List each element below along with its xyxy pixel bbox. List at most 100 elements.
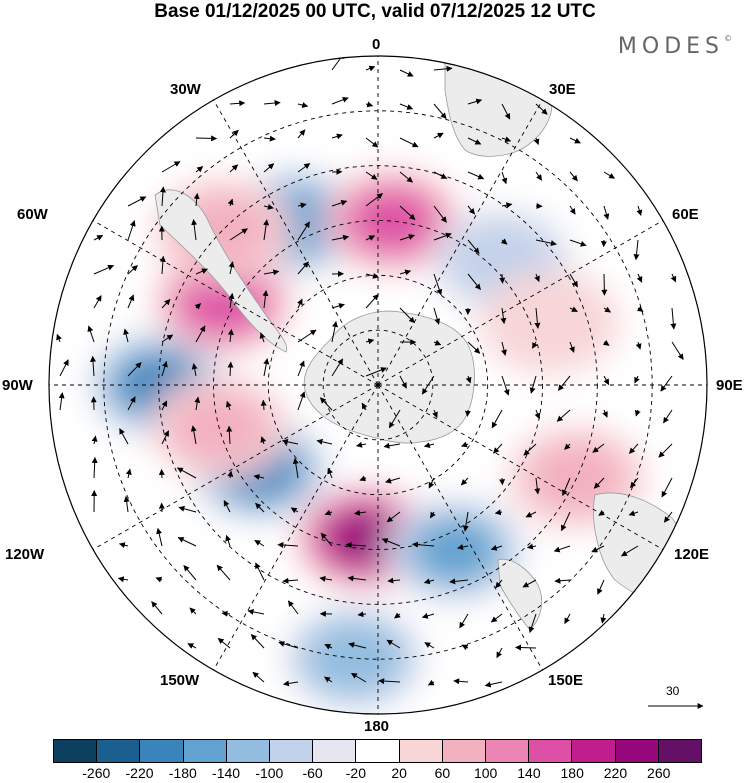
wind-arrow-icon — [603, 171, 616, 179]
wind-arrow-icon — [467, 137, 482, 145]
wind-arrow-icon — [433, 339, 442, 346]
wind-arrow-icon — [535, 103, 548, 115]
lon-label-90w: 90W — [2, 377, 33, 394]
wind-arrow-icon — [331, 303, 345, 309]
wind-arrow-icon — [91, 456, 98, 479]
colorbar-tick-label: -180 — [168, 765, 197, 781]
wind-arrow-icon — [467, 341, 481, 354]
colorbar-swatch — [571, 740, 615, 762]
wind-arrow-icon — [663, 511, 673, 523]
wind-arrow-icon — [297, 298, 303, 309]
lon-label-150e: 150E — [548, 672, 584, 689]
wind-arrow-icon — [556, 409, 571, 422]
wind-arrow-icon — [250, 634, 265, 649]
wind-arrow-icon — [620, 545, 639, 557]
wind-arrow-icon — [223, 499, 231, 513]
wind-arrow-icon — [600, 613, 607, 624]
wind-arrow-icon — [331, 56, 345, 71]
anomaly-blob-12 — [479, 270, 620, 375]
wind-arrow-icon — [461, 644, 469, 651]
wind-arrow-icon — [535, 239, 557, 247]
wind-arrow-icon — [361, 402, 368, 411]
colorbar-swatch — [182, 740, 226, 762]
wind-arrow-icon — [433, 103, 447, 119]
wind-arrow-icon — [216, 564, 231, 581]
wind-arrow-icon — [428, 477, 435, 489]
wind-arrow-icon — [529, 375, 537, 394]
wind-arrow-icon — [591, 545, 605, 553]
wind-arrow-icon — [525, 511, 537, 518]
wind-arrow-icon — [399, 269, 412, 276]
wind-arrow-icon — [490, 613, 503, 623]
wind-arrow-icon — [394, 612, 401, 619]
wind-arrow-icon — [634, 409, 641, 417]
wind-arrow-icon — [423, 442, 435, 449]
wind-arrow-icon — [464, 409, 471, 417]
wind-arrow-icon — [561, 477, 571, 496]
wind-arrow-icon — [290, 507, 299, 514]
colorbar-swatch — [269, 740, 313, 762]
wind-arrow-icon — [433, 273, 443, 296]
wind-arrow-icon — [260, 399, 267, 411]
wind-arrow-icon — [191, 218, 198, 241]
wind-arrow-icon — [449, 578, 469, 585]
wind-arrow-icon — [348, 642, 367, 649]
wind-arrow-icon — [156, 527, 163, 547]
wind-arrow-icon — [365, 293, 379, 309]
lon-label-90e: 90E — [716, 377, 743, 394]
wind-arrow-icon — [123, 495, 130, 513]
lon-label-120e: 120E — [674, 546, 710, 563]
wind-arrow-icon — [603, 205, 610, 220]
wind-arrow-icon — [602, 339, 610, 346]
colorbar-swatch — [54, 740, 97, 762]
colorbar-swatch — [225, 740, 270, 762]
wind-arrow-icon — [411, 541, 435, 548]
wind-arrow-icon — [331, 133, 343, 140]
wind-arrow-icon — [628, 510, 639, 517]
wind-arrow-icon — [176, 467, 197, 479]
wind-arrow-icon — [195, 268, 208, 275]
wind-arrow-icon — [484, 681, 503, 688]
wind-arrow-icon — [399, 171, 413, 183]
wind-arrow-icon — [526, 543, 537, 550]
wind-arrow-icon — [467, 239, 480, 254]
wind-arrow-icon — [159, 186, 166, 207]
wind-arrow-icon — [560, 511, 571, 532]
wind-arrow-icon — [636, 273, 643, 283]
wind-arrow-icon — [297, 129, 306, 139]
colorbar-swatch — [528, 740, 572, 762]
wind-arrow-icon — [602, 409, 608, 418]
wind-arrow-icon — [501, 341, 507, 356]
wind-arrow-icon — [278, 641, 299, 649]
wind-arrow-icon — [633, 239, 640, 261]
wind-arrow-icon — [660, 375, 673, 392]
wind-arrow-icon — [365, 65, 376, 72]
wind-arrow-icon — [263, 219, 270, 241]
wind-arrow-icon — [177, 537, 197, 547]
wind-arrow-icon — [127, 396, 136, 411]
wind-arrow-icon — [255, 562, 265, 581]
wind-arrow-icon — [93, 264, 115, 275]
wind-arrow-icon — [399, 307, 415, 324]
wind-arrow-icon — [386, 639, 401, 649]
brand-name: MODES — [617, 34, 724, 59]
wind-arrow-icon — [365, 101, 374, 108]
wind-arrow-icon — [670, 307, 677, 330]
wind-arrow-icon — [117, 576, 129, 583]
colorbar-swatch — [614, 740, 658, 762]
wind-arrow-icon — [500, 307, 507, 325]
colorbar-tick-label: 140 — [517, 765, 541, 781]
wind-arrow-icon — [597, 579, 605, 595]
wind-arrow-icon — [387, 577, 401, 584]
wind-arrow-icon — [670, 273, 677, 283]
wind-arrow-icon — [227, 328, 234, 343]
wind-arrow-icon — [554, 577, 571, 584]
wind-arrow-icon — [365, 235, 376, 241]
wind-arrow-icon — [331, 199, 348, 207]
wind-arrow-icon — [161, 334, 174, 343]
wind-arrow-icon — [383, 442, 401, 449]
colorbar-tick-label: -260 — [82, 765, 111, 781]
wind-arrow-icon — [467, 205, 475, 215]
wind-arrow-icon — [359, 475, 367, 482]
